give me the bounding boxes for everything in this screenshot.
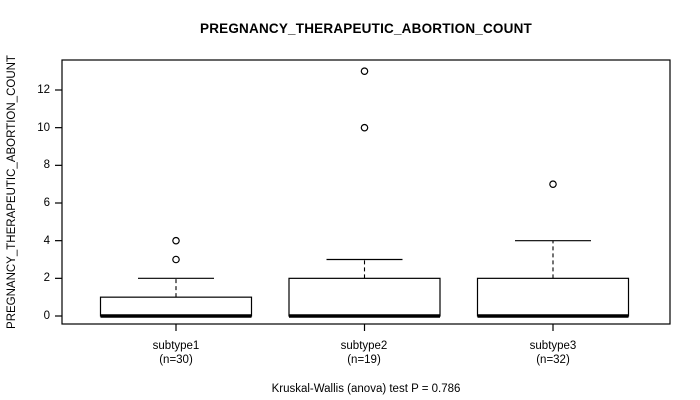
box-subtype1: [99, 296, 253, 317]
outlier-subtype1: [172, 236, 180, 245]
group-name: subtype2: [340, 340, 388, 352]
group-label-subtype3: subtype3 (n=32): [493, 339, 613, 367]
outlier-subtype2: [360, 67, 369, 75]
group-label-subtype1: subtype1 (n=30): [116, 339, 236, 367]
group-n: (n=32): [536, 354, 570, 366]
group-name: subtype3: [529, 340, 577, 352]
y-tick-label: 12: [37, 84, 50, 96]
y-tick-label: 8: [43, 159, 50, 171]
outlier-subtype2: [360, 123, 369, 132]
group-n: (n=30): [159, 354, 193, 366]
y-tick-label: 2: [43, 272, 50, 284]
box-subtype2: [288, 277, 441, 317]
group-name: subtype1: [152, 340, 200, 352]
outlier-subtype3: [549, 180, 557, 188]
outlier-subtype1: [172, 255, 180, 264]
y-tick-label: 6: [43, 197, 50, 209]
chart-title: PREGNANCY_THERAPEUTIC_ABORTION_COUNT: [200, 21, 532, 36]
y-tick-label: 10: [37, 122, 50, 134]
group-n: (n=19): [347, 354, 381, 366]
box-subtype3: [476, 277, 630, 317]
stat-test-caption: Kruskal-Wallis (anova) test P = 0.786: [271, 383, 461, 395]
y-tick-label: 4: [43, 235, 50, 247]
y-tick-label: 0: [43, 310, 50, 322]
group-label-subtype2: subtype2 (n=19): [304, 339, 424, 367]
plot-frame: [61, 59, 671, 325]
